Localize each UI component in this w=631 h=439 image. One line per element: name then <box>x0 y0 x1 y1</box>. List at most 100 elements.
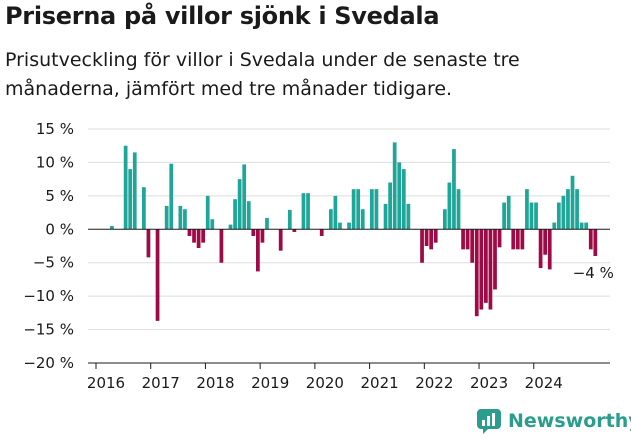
bar <box>192 229 196 243</box>
bar <box>360 209 365 230</box>
bar <box>515 229 520 250</box>
y-tick-label: −5 % <box>33 254 74 272</box>
bar <box>484 229 488 303</box>
bar <box>429 229 434 250</box>
bar <box>265 217 269 230</box>
bar <box>287 209 292 230</box>
bar <box>183 209 187 230</box>
bar <box>128 169 133 230</box>
bar <box>278 229 283 251</box>
bar <box>142 187 146 230</box>
bar <box>251 229 256 236</box>
bar <box>292 229 297 232</box>
bar <box>570 175 575 230</box>
bar <box>452 149 456 230</box>
bar <box>333 195 338 230</box>
bar <box>388 182 392 230</box>
bar <box>534 202 538 230</box>
bar <box>219 229 224 263</box>
x-tick-label: 2022 <box>415 374 453 392</box>
bar <box>420 229 424 263</box>
y-tick-label: 5 % <box>45 187 74 205</box>
bar <box>497 229 502 248</box>
bar <box>556 202 561 230</box>
bar <box>433 229 438 243</box>
gridlines <box>88 128 610 331</box>
y-tick-label: 0 % <box>45 220 74 238</box>
newsworthy-logo: Newsworthy <box>476 407 631 435</box>
bar <box>196 229 201 249</box>
bar <box>470 229 475 263</box>
bar <box>520 229 525 250</box>
bar <box>306 193 310 230</box>
bar <box>552 222 557 230</box>
bar <box>169 163 174 230</box>
x-tick-label: 2017 <box>142 374 180 392</box>
bar <box>237 179 242 230</box>
x-tick-label: 2023 <box>470 374 508 392</box>
bar <box>525 189 529 230</box>
y-axis-ticks: 15 % 10 % 5 % 0 % −5 % −10 % −15 % −20 % <box>23 120 74 372</box>
bar <box>123 145 128 230</box>
bar <box>465 229 470 250</box>
x-tick-label: 2019 <box>251 374 289 392</box>
newsworthy-logo-icon <box>477 409 501 434</box>
bar <box>146 229 151 258</box>
bar <box>442 209 447 230</box>
bar <box>488 229 493 310</box>
bar <box>351 189 356 230</box>
bar <box>579 222 584 230</box>
y-tick-label: −20 % <box>23 354 74 372</box>
bar <box>164 205 169 230</box>
bar <box>401 169 406 230</box>
bar <box>397 162 402 230</box>
bar <box>529 202 534 230</box>
bar <box>228 224 233 230</box>
bar <box>356 189 361 230</box>
bar <box>155 229 160 321</box>
x-tick-label: 2024 <box>525 374 563 392</box>
bar <box>301 193 306 230</box>
bar <box>506 195 511 230</box>
bar <box>256 229 260 272</box>
bar <box>479 229 484 310</box>
bar <box>547 229 552 270</box>
y-tick-label: 15 % <box>36 120 74 138</box>
bar <box>474 229 479 317</box>
bar <box>110 225 114 230</box>
bar <box>511 229 516 250</box>
bar <box>370 189 374 230</box>
last-value-annotation: −4 % <box>573 264 614 282</box>
x-axis-ticks: 2016 2017 2018 2019 2020 2021 2022 2023 2024 <box>87 363 563 392</box>
bar <box>347 222 351 230</box>
bar <box>328 209 333 230</box>
bar <box>538 229 543 269</box>
bar <box>588 229 593 250</box>
x-tick-label: 2021 <box>361 374 399 392</box>
bar <box>461 229 465 250</box>
bar <box>374 189 379 230</box>
bar <box>178 205 183 230</box>
x-tick-label: 2016 <box>87 374 125 392</box>
bars <box>110 142 598 321</box>
bar <box>424 229 429 246</box>
bar <box>502 202 506 230</box>
bar <box>260 229 265 243</box>
bar <box>392 142 397 230</box>
bar <box>201 229 206 243</box>
bar <box>447 182 452 230</box>
bar <box>575 189 579 230</box>
x-tick-label: 2018 <box>196 374 234 392</box>
bar <box>233 199 237 230</box>
y-tick-label: 10 % <box>36 153 74 171</box>
bar <box>187 229 192 236</box>
bar <box>205 195 210 230</box>
bar <box>561 195 566 230</box>
bar <box>543 229 548 255</box>
bar <box>456 189 461 230</box>
bar <box>493 229 497 290</box>
bar <box>584 222 589 230</box>
bar <box>383 203 388 230</box>
bar <box>319 229 324 236</box>
